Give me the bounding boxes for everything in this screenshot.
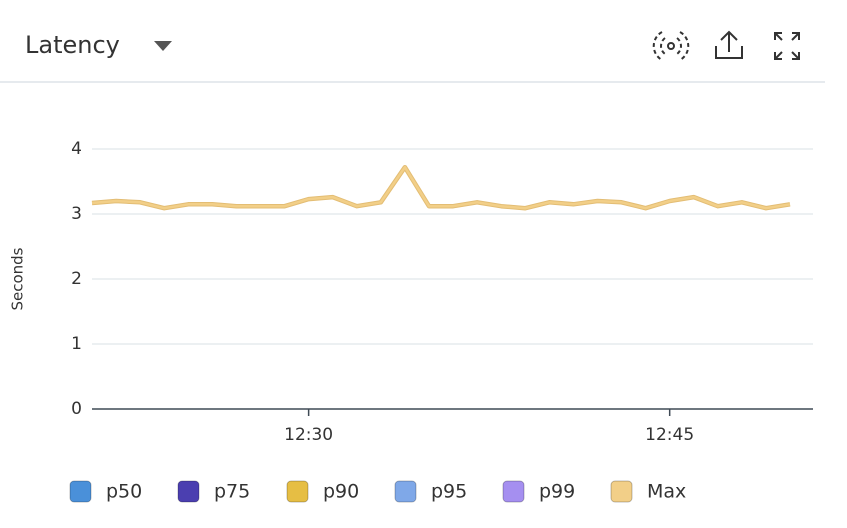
y-tick-label: 1 (71, 334, 82, 354)
legend-label: Max (647, 481, 686, 503)
y-tick-label: 2 (71, 269, 82, 289)
legend-label: p90 (323, 481, 359, 503)
y-axis-label: Seconds (9, 247, 27, 310)
legend-label: p95 (431, 481, 467, 503)
legend-swatch (502, 480, 525, 503)
legend-swatch (394, 480, 417, 503)
share-icon[interactable] (715, 30, 743, 59)
dropdown-caret[interactable] (154, 41, 172, 51)
y-tick-label: 4 (71, 139, 82, 159)
legend-label: p99 (539, 481, 575, 503)
legend-label: p75 (214, 481, 250, 503)
x-tick-label: 12:30 (284, 425, 333, 445)
widget-title[interactable]: Latency (25, 31, 120, 59)
live-icon[interactable] (652, 31, 690, 61)
legend-swatch (286, 480, 309, 503)
fullscreen-icon[interactable] (774, 32, 800, 60)
legend-item[interactable]: p99 (502, 480, 575, 503)
legend-item[interactable]: p50 (69, 480, 142, 503)
y-tick-label: 0 (71, 399, 82, 419)
plot-area: 0 1 2 3 4 Seconds 12:30 12:45 (9, 139, 813, 445)
x-tick-label: 12:45 (645, 425, 694, 445)
legend-item[interactable]: Max (610, 480, 686, 503)
legend-label: p50 (106, 481, 142, 503)
legend-swatch (69, 480, 92, 503)
y-tick-label: 3 (71, 204, 82, 224)
series-line (91, 165, 791, 210)
legend-item[interactable]: p75 (177, 480, 250, 503)
legend-item[interactable]: p90 (286, 480, 359, 503)
legend-item[interactable]: p95 (394, 480, 467, 503)
legend-swatch (610, 480, 633, 503)
legend-swatch (177, 480, 200, 503)
